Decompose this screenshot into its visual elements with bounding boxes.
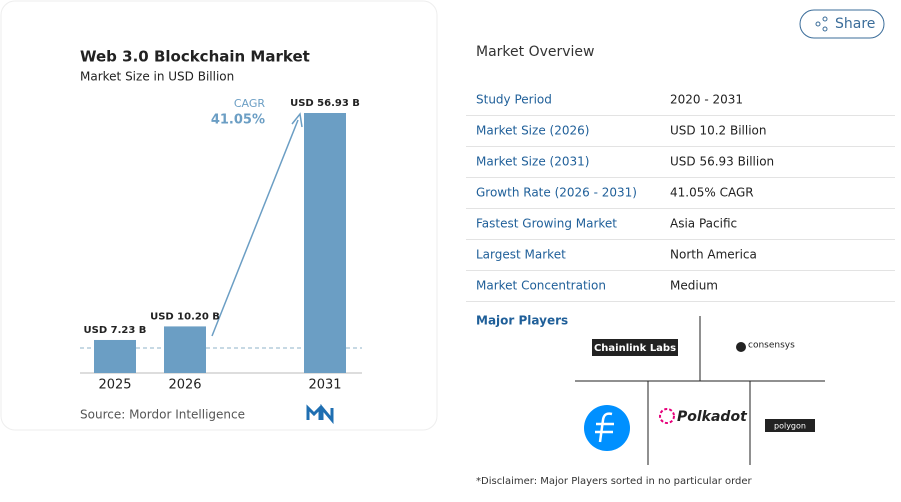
overview-table: Study Period 2020 - 2031 Market Size (2026… <box>466 93 895 302</box>
bar <box>304 113 346 373</box>
row-label: Largest Market <box>476 248 566 262</box>
row-label: Fastest Growing Market <box>476 217 617 231</box>
cagr-value: 41.05% <box>211 113 265 128</box>
overview-title: Market Overview <box>476 44 595 60</box>
arrow-head <box>291 112 303 128</box>
share-label[interactable]: Share <box>835 16 875 32</box>
player-name: consensys <box>748 341 795 351</box>
bar <box>94 339 136 373</box>
player-logo <box>659 408 675 424</box>
share-icon <box>822 16 828 22</box>
value-label: USD 56.93 B <box>290 98 360 109</box>
row-label: Market Concentration <box>476 279 606 293</box>
row-value: USD 10.2 Billion <box>670 124 767 138</box>
player-name: Polkadot <box>677 409 748 425</box>
row-value: 2020 - 2031 <box>670 93 743 107</box>
row-value: USD 56.93 Billion <box>670 155 774 169</box>
chart-title: Web 3.0 Blockchain Market <box>80 48 310 66</box>
row-label: Growth Rate (2026 - 2031) <box>476 186 637 200</box>
share-button[interactable]: Share <box>799 9 885 39</box>
player-name: polygon <box>774 422 806 431</box>
row-value: North America <box>670 248 757 262</box>
bar <box>164 326 206 373</box>
row-value: Medium <box>670 279 718 293</box>
value-label: USD 10.20 B <box>150 311 220 322</box>
x-tick-label: 2031 <box>308 378 341 393</box>
share-icon <box>822 26 828 32</box>
major-players-label: Major Players <box>476 314 568 328</box>
row-value: 41.05% CAGR <box>670 186 754 200</box>
player-logo <box>736 342 746 352</box>
player-name: Chainlink Labs <box>594 343 676 354</box>
x-tick-label: 2025 <box>98 378 131 393</box>
player-logo <box>765 419 815 432</box>
chart-subtitle: Market Size in USD Billion <box>80 70 234 84</box>
share-outline[interactable] <box>799 9 885 39</box>
value-label: USD 7.23 B <box>84 325 147 336</box>
row-label: Market Size (2031) <box>476 155 589 169</box>
players-diagram <box>575 316 825 465</box>
source-logo <box>306 403 334 425</box>
row-value: Asia Pacific <box>670 217 737 231</box>
filecoin-logo <box>584 405 630 451</box>
chart-source: Source: Mordor Intelligence <box>80 408 245 422</box>
row-label: Study Period <box>476 93 552 107</box>
share-icon <box>815 21 821 27</box>
player-logo <box>592 339 678 356</box>
row-label: Market Size (2026) <box>476 124 589 138</box>
x-tick-label: 2026 <box>168 378 201 393</box>
cagr-label: CAGR <box>234 97 266 110</box>
cagr-arrow <box>211 119 299 337</box>
disclaimer: *Disclaimer: Major Players sorted in no … <box>476 476 753 487</box>
